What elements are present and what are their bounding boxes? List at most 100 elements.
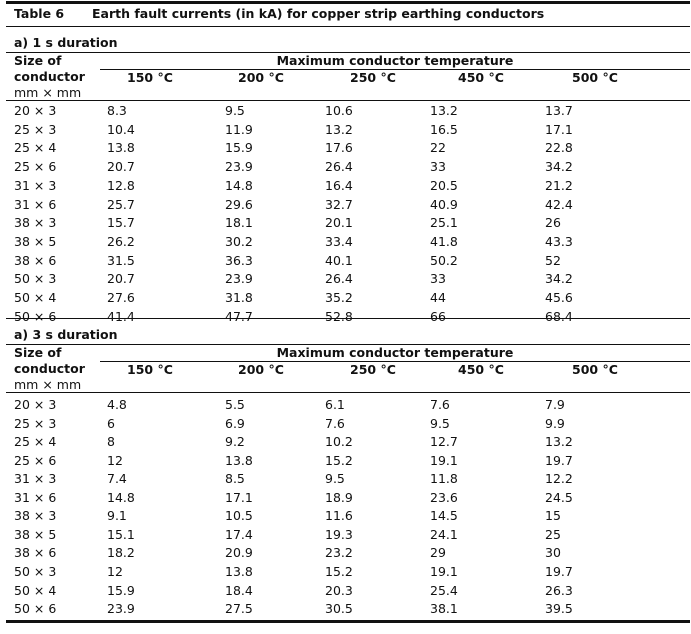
value-cell: 7.6 [325,415,345,431]
value-cell: 33 [430,159,446,175]
value-cell: 15.9 [225,140,253,156]
value-cell: 23.6 [430,489,458,505]
value-cell: 15.7 [107,215,135,231]
value-cell: 18.4 [225,582,253,598]
rule [6,52,690,53]
rule [6,318,690,319]
column-header: 250 °C [350,362,396,377]
rule [6,26,690,27]
value-cell: 13.7 [545,103,573,118]
value-cell: 14.8 [225,177,253,193]
value-cell: 68.4 [545,308,573,324]
size-header: Size of [14,53,62,68]
section-title: a) 3 s duration [14,327,118,342]
value-cell: 9.5 [430,415,450,431]
value-cell: 8 [107,434,115,450]
size-cell: 38 × 6 [14,545,57,561]
size-cell: 20 × 3 [14,103,57,118]
value-cell: 15.2 [325,452,353,468]
value-cell: 15.9 [107,582,135,598]
rule [100,361,690,362]
value-cell: 6.9 [225,415,245,431]
value-cell: 13.8 [225,452,253,468]
value-cell: 41.8 [430,233,458,249]
value-cell: 10.2 [325,434,353,450]
table-title: Earth fault currents (in kA) for copper … [92,6,545,21]
value-cell: 20.1 [325,215,353,231]
section-title: a) 1 s duration [14,35,118,50]
value-cell: 33.4 [325,233,353,249]
size-cell: 38 × 5 [14,526,57,542]
value-cell: 7.4 [107,471,127,487]
value-cell: 29 [430,545,446,561]
value-cell: 9.1 [107,508,127,524]
value-cell: 20.5 [430,177,458,193]
value-cell: 39.5 [545,601,573,617]
value-cell: 6.1 [325,397,345,412]
value-cell: 23.2 [325,545,353,561]
value-cell: 24.1 [430,526,458,542]
size-cell: 25 × 3 [14,121,57,137]
value-cell: 52.8 [325,308,353,324]
value-cell: 9.9 [545,415,565,431]
size-cell: 25 × 4 [14,140,57,156]
size-cell: 38 × 3 [14,508,57,524]
value-cell: 14.8 [107,489,135,505]
value-cell: 27.5 [225,601,253,617]
value-cell: 32.7 [325,196,353,212]
value-cell: 17.6 [325,140,353,156]
value-cell: 9.5 [325,471,345,487]
column-header: 250 °C [350,70,396,85]
value-cell: 23.9 [225,159,253,175]
value-cell: 33 [430,271,446,287]
value-cell: 10.6 [325,103,353,118]
size-cell: 25 × 4 [14,434,57,450]
value-cell: 18.1 [225,215,253,231]
column-header: 500 °C [572,70,618,85]
size-cell: 31 × 6 [14,196,57,212]
size-cell: 50 × 6 [14,308,57,324]
size-header: conductor [14,361,85,376]
value-cell: 42.4 [545,196,573,212]
value-cell: 12 [107,563,123,579]
value-cell: 13.8 [107,140,135,156]
value-cell: 15 [545,508,561,524]
size-header: mm × mm [14,377,82,392]
value-cell: 8.3 [107,103,127,118]
value-cell: 4.8 [107,397,127,412]
value-cell: 35.2 [325,290,353,305]
value-cell: 20.7 [107,159,135,175]
value-cell: 20.3 [325,582,353,598]
size-header: conductor [14,69,85,84]
size-cell: 50 × 6 [14,601,57,617]
value-cell: 8.5 [225,471,245,487]
column-header: 450 °C [458,362,504,377]
value-cell: 17.4 [225,526,253,542]
value-cell: 31.5 [107,252,135,268]
value-cell: 21.2 [545,177,573,193]
value-cell: 36.3 [225,252,253,268]
value-cell: 31.8 [225,290,253,305]
value-cell: 25.1 [430,215,458,231]
value-cell: 26.3 [545,582,573,598]
value-cell: 11.6 [325,508,353,524]
value-cell: 30 [545,545,561,561]
value-cell: 10.4 [107,121,135,137]
value-cell: 20.9 [225,545,253,561]
value-cell: 43.3 [545,233,573,249]
rule [6,344,690,345]
value-cell: 13.2 [325,121,353,137]
value-cell: 66 [430,308,446,324]
size-header: mm × mm [14,85,82,100]
value-cell: 15.1 [107,526,135,542]
value-cell: 7.6 [430,397,450,412]
size-cell: 20 × 3 [14,397,57,412]
value-cell: 19.7 [545,452,573,468]
size-header: Size of [14,345,62,360]
rule [100,69,690,70]
value-cell: 26 [545,215,561,231]
value-cell: 26.4 [325,271,353,287]
column-header: 150 °C [127,70,173,85]
value-cell: 17.1 [225,489,253,505]
